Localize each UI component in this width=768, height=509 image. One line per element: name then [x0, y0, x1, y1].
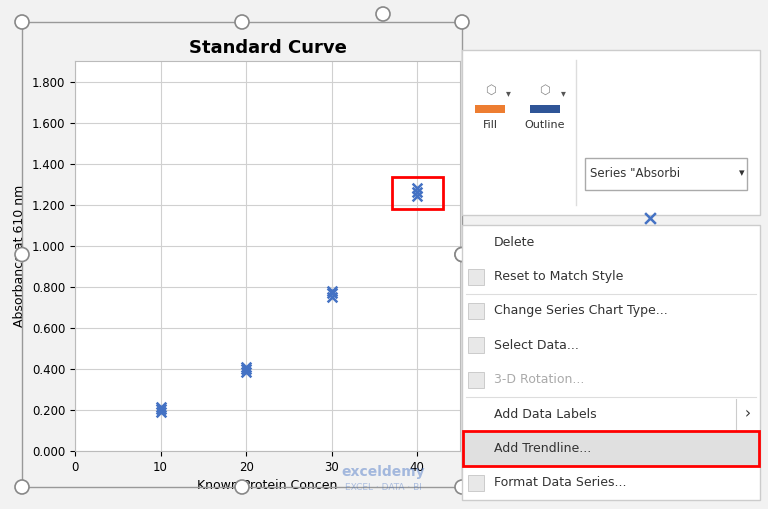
Circle shape: [455, 247, 469, 262]
Point: [240, 365, 252, 373]
Text: ›: ›: [745, 407, 751, 421]
Circle shape: [15, 247, 29, 262]
Circle shape: [455, 247, 469, 262]
Point: [154, 403, 167, 411]
Point: [154, 408, 167, 416]
Text: Fill: Fill: [482, 120, 498, 130]
Circle shape: [15, 15, 29, 29]
Point: [411, 188, 423, 196]
Bar: [463, 431, 759, 466]
Text: Change Series Chart Type...: Change Series Chart Type...: [494, 304, 667, 318]
X-axis label: Known Protein Concen: Known Protein Concen: [197, 479, 338, 492]
Point: [644, 214, 656, 222]
Text: ▾: ▾: [739, 168, 745, 178]
Bar: [468, 372, 484, 388]
Bar: [468, 475, 484, 491]
Bar: [468, 303, 484, 319]
Y-axis label: Absorbance at 610 nm: Absorbance at 610 nm: [13, 185, 26, 327]
Text: 3-D Rotation...: 3-D Rotation...: [494, 373, 584, 386]
Bar: [392, 177, 443, 209]
Text: exceldemy: exceldemy: [341, 465, 425, 479]
Point: [326, 287, 338, 295]
Text: Series "Absorbi: Series "Absorbi: [590, 166, 680, 180]
Text: Add Data Labels: Add Data Labels: [494, 408, 597, 420]
Point: [326, 293, 338, 301]
Bar: [462, 50, 760, 215]
Point: [240, 363, 252, 371]
Text: Outline: Outline: [525, 120, 565, 130]
Bar: [462, 225, 760, 500]
Circle shape: [455, 15, 469, 29]
Bar: [468, 337, 484, 353]
Circle shape: [15, 480, 29, 494]
Point: [411, 192, 423, 201]
Text: Format Data Series...: Format Data Series...: [494, 476, 627, 489]
Text: Delete: Delete: [494, 236, 535, 249]
Text: ▾: ▾: [505, 88, 511, 98]
Text: Add Trendline...: Add Trendline...: [494, 442, 591, 455]
Point: [411, 184, 423, 192]
Bar: [530, 105, 560, 113]
Bar: [468, 269, 484, 285]
Text: Reset to Match Style: Reset to Match Style: [494, 270, 624, 283]
Circle shape: [455, 480, 469, 494]
Circle shape: [235, 480, 249, 494]
Text: ▾: ▾: [561, 88, 565, 98]
Point: [326, 289, 338, 297]
Text: ⬡: ⬡: [485, 83, 495, 97]
Text: ⬡: ⬡: [540, 83, 551, 97]
Circle shape: [235, 15, 249, 29]
Bar: [475, 105, 505, 113]
Point: [154, 405, 167, 413]
Bar: [463, 431, 759, 466]
Text: Select Data...: Select Data...: [494, 339, 579, 352]
Text: EXCEL · DATA · BI: EXCEL · DATA · BI: [345, 483, 422, 492]
Title: Standard Curve: Standard Curve: [189, 39, 346, 56]
Point: [240, 368, 252, 376]
Circle shape: [376, 7, 390, 21]
Bar: [585, 158, 747, 190]
